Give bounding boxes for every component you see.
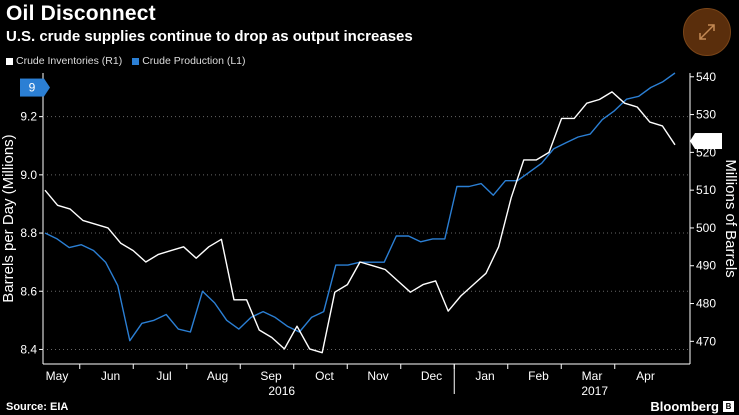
legend-item-production[interactable]: Crude Production (L1) [132,55,246,67]
x-tick-label: Jan [475,369,494,383]
right-tick-label: 540 [696,70,716,84]
x-tick-label: May [46,369,69,383]
year-label: 2016 [268,384,295,398]
legend-swatch-inventories [6,57,13,65]
x-tick-label: Aug [207,369,228,383]
series-line-production [44,72,676,342]
left-tick-label: 8.4 [20,342,37,356]
chart-subtitle: U.S. crude supplies continue to drop as … [6,28,413,45]
left-axis-title: Barrels per Day (Millions) [0,134,17,302]
x-tick-label: Sep [260,369,282,383]
left-tick-label: 9.0 [20,168,37,182]
chart-title: Oil Disconnect [6,2,156,25]
expand-arrows-icon [699,24,715,40]
year-label: 2017 [581,384,608,398]
legend-label-production: Crude Production (L1) [142,55,246,67]
legend-swatch-production [132,57,140,65]
x-tick-label: Dec [421,369,442,383]
brand-badge-icon: B [723,401,734,412]
left-tick-label: 8.8 [20,226,37,240]
left-tick-label: 9.2 [20,110,37,124]
series-line-inventories [44,91,676,354]
last-value-production: 9 [29,81,36,95]
last-value-inventories: 523 [698,134,718,148]
brand-logo: Bloomberg [650,399,719,414]
left-tick-label: 8.6 [20,284,37,298]
last-value-production-box [20,78,44,97]
right-tick-label: 490 [696,259,716,273]
last-value-inventories-pointer [690,133,695,150]
last-value-inventories-box [695,133,722,150]
right-tick-label: 510 [696,183,716,197]
expand-button[interactable] [683,8,731,56]
right-tick-label: 480 [696,297,716,311]
x-tick-label: Mar [582,369,603,383]
x-tick-label: Oct [315,369,334,383]
last-value-production-pointer [44,78,50,97]
right-tick-label: 500 [696,221,716,235]
x-tick-label: Nov [367,369,388,383]
x-tick-label: Feb [528,369,549,383]
x-tick-label: Jul [156,369,171,383]
x-tick-label: Apr [636,369,655,383]
x-tick-label: Jun [101,369,120,383]
legend-label-inventories: Crude Inventories (R1) [16,55,123,67]
legend: Crude Inventories (R1) Crude Production … [6,55,246,67]
right-tick-label: 470 [696,334,716,348]
legend-item-inventories[interactable]: Crude Inventories (R1) [6,55,122,67]
source-note: Source: EIA [6,401,69,413]
right-tick-label: 530 [696,108,716,122]
right-axis-title: Millions of Barrels [722,159,739,277]
